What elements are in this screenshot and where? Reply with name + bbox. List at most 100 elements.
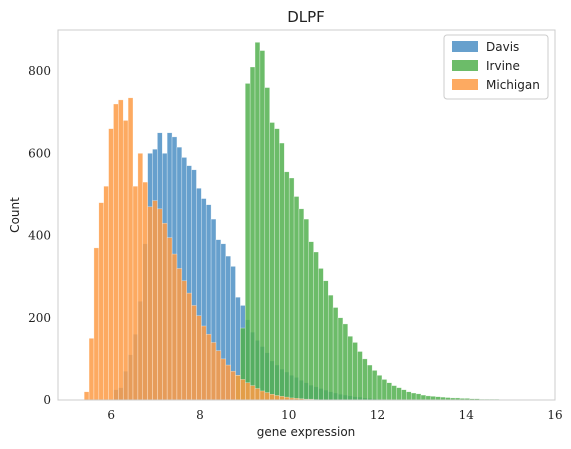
bar-irvine-16 [313, 251, 319, 401]
bar-irvine-25 [357, 351, 363, 401]
x-tick-label-10: 10 [281, 408, 296, 422]
x-tick-label-12: 12 [370, 408, 385, 422]
bar-michigan-32 [240, 379, 246, 401]
bar-michigan-7 [118, 99, 124, 401]
bar-irvine-30 [381, 379, 388, 401]
bar-irvine-32 [391, 385, 397, 401]
bar-michigan-21 [186, 292, 192, 401]
bar-irvine-35 [406, 391, 412, 401]
bar-michigan-33 [245, 382, 251, 401]
bar-irvine-27 [367, 364, 373, 401]
bar-irvine-6 [264, 87, 270, 401]
plot-frame [57, 29, 556, 401]
bar-michigan-11 [137, 153, 144, 401]
bar-michigan-22 [191, 305, 197, 401]
bar-michigan-30 [230, 370, 236, 401]
bar-michigan-25 [205, 333, 212, 401]
bar-irvine-29 [376, 375, 383, 401]
bar-michigan-4 [103, 185, 109, 401]
legend-label-davis: Davis [486, 40, 519, 54]
bar-michigan-24 [201, 325, 207, 401]
bar-irvine-17 [318, 268, 324, 401]
y-tick-label-400: 400 [28, 229, 51, 243]
bar-michigan-12 [142, 181, 148, 401]
y-axis-label: Count [8, 197, 22, 233]
bar-irvine-18 [323, 280, 329, 401]
bar-michigan-14 [152, 200, 158, 401]
bar-michigan-39 [274, 395, 280, 401]
bar-irvine-31 [386, 382, 392, 401]
bar-irvine-38 [420, 394, 427, 401]
legend-swatch-davis [452, 41, 478, 52]
bar-irvine-9 [279, 142, 285, 401]
bar-irvine-15 [308, 241, 314, 401]
legend-swatch-irvine [452, 60, 478, 71]
bar-irvine-37 [415, 393, 422, 401]
bar-michigan-5 [108, 128, 114, 401]
bar-michigan-37 [264, 392, 270, 401]
bar-irvine-36 [410, 392, 417, 401]
bar-irvine-23 [347, 336, 353, 401]
histogram-bars [83, 42, 524, 401]
bar-michigan-29 [225, 364, 231, 401]
x-tick-label-14: 14 [459, 408, 475, 422]
y-tick-label-0: 0 [43, 393, 51, 407]
bar-michigan-8 [122, 120, 129, 401]
legend: Davis Irvine Michigan [443, 34, 549, 100]
y-axis-ticks: 0 200 400 600 800 [28, 64, 51, 407]
bar-michigan-0 [83, 391, 90, 401]
bar-irvine-20 [332, 307, 339, 401]
bar-michigan-20 [181, 280, 187, 401]
bar-irvine-34 [401, 389, 407, 401]
bar-michigan-28 [220, 358, 226, 401]
bar-irvine-33 [396, 387, 402, 401]
bar-irvine-8 [274, 128, 280, 401]
x-axis-label: gene expression [257, 425, 356, 439]
bar-irvine-14 [303, 218, 309, 401]
bar-michigan-13 [147, 206, 153, 401]
bar-irvine-40 [430, 396, 436, 401]
bar-michigan-27 [215, 350, 222, 401]
bar-michigan-40 [279, 396, 285, 401]
y-tick-label-800: 800 [28, 64, 51, 78]
bar-michigan-26 [210, 342, 217, 401]
bar-irvine-11 [288, 177, 295, 401]
legend-label-michigan: Michigan [486, 78, 540, 92]
bar-michigan-38 [269, 393, 275, 401]
bar-michigan-16 [162, 222, 168, 401]
bar-michigan-31 [235, 375, 241, 401]
bar-michigan-17 [166, 237, 173, 401]
bar-irvine-13 [298, 208, 305, 401]
bar-michigan-2 [93, 247, 100, 401]
series-irvine [235, 42, 524, 401]
bar-michigan-6 [113, 103, 119, 401]
bar-irvine-26 [362, 358, 368, 401]
bar-irvine-28 [371, 370, 378, 401]
bar-irvine-22 [342, 323, 349, 401]
bar-irvine-7 [269, 122, 275, 401]
x-tick-label-6: 6 [107, 408, 115, 422]
bar-irvine-21 [337, 317, 344, 401]
bar-michigan-34 [249, 385, 256, 401]
bar-michigan-15 [157, 208, 163, 401]
chart-title: DLPF [287, 8, 325, 26]
bar-michigan-36 [259, 390, 266, 401]
bar-irvine-2 [245, 83, 251, 401]
bar-michigan-9 [127, 97, 134, 401]
bar-michigan-35 [254, 388, 261, 401]
bar-michigan-18 [171, 253, 178, 401]
y-tick-label-600: 600 [28, 146, 51, 160]
legend-swatch-michigan [452, 79, 478, 90]
bar-michigan-23 [196, 315, 202, 401]
bar-michigan-10 [132, 185, 139, 401]
bar-michigan-3 [98, 202, 104, 401]
bar-michigan-1 [88, 338, 95, 401]
bar-irvine-3 [249, 66, 256, 401]
y-tick-label-200: 200 [28, 311, 51, 325]
x-axis-ticks: 6 8 10 12 14 16 [107, 408, 562, 422]
legend-items: Davis Irvine Michigan [452, 40, 540, 92]
series-michigan [83, 97, 319, 401]
bar-irvine-12 [293, 196, 300, 401]
bar-irvine-4 [254, 42, 261, 401]
